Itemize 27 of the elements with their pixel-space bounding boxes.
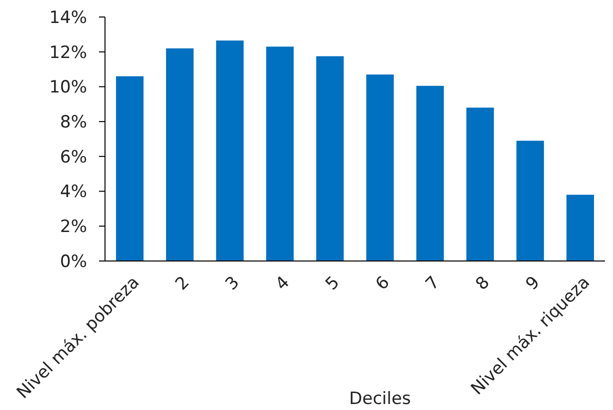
x-tick-label: 4 [272,272,294,294]
bar [166,48,194,261]
x-tick-label: 9 [522,272,544,294]
bar [466,108,494,261]
x-tick-label: 2 [172,272,194,294]
y-tick-label: 14% [49,8,87,28]
x-tick-label: 3 [222,272,244,294]
bar [416,86,444,261]
bar [366,74,394,261]
y-tick-label: 8% [60,112,87,133]
y-tick-label: 12% [49,42,87,63]
y-tick-label: 10% [49,78,87,98]
bar [266,46,294,261]
x-axis-title: Deciles [349,389,411,409]
bar [516,140,544,261]
bar [116,76,144,261]
y-tick-label: 4% [60,182,87,202]
y-tick-label: 6% [60,147,87,168]
bar [316,56,344,261]
bar [566,194,594,261]
y-tick-label: 2% [60,217,87,238]
x-tick-label: 6 [372,272,394,294]
x-tick-label: 5 [322,272,344,294]
bar [216,40,244,261]
y-tick-label: 0% [60,252,87,272]
x-tick-label: 7 [422,272,444,294]
x-tick-label: 8 [472,272,494,294]
